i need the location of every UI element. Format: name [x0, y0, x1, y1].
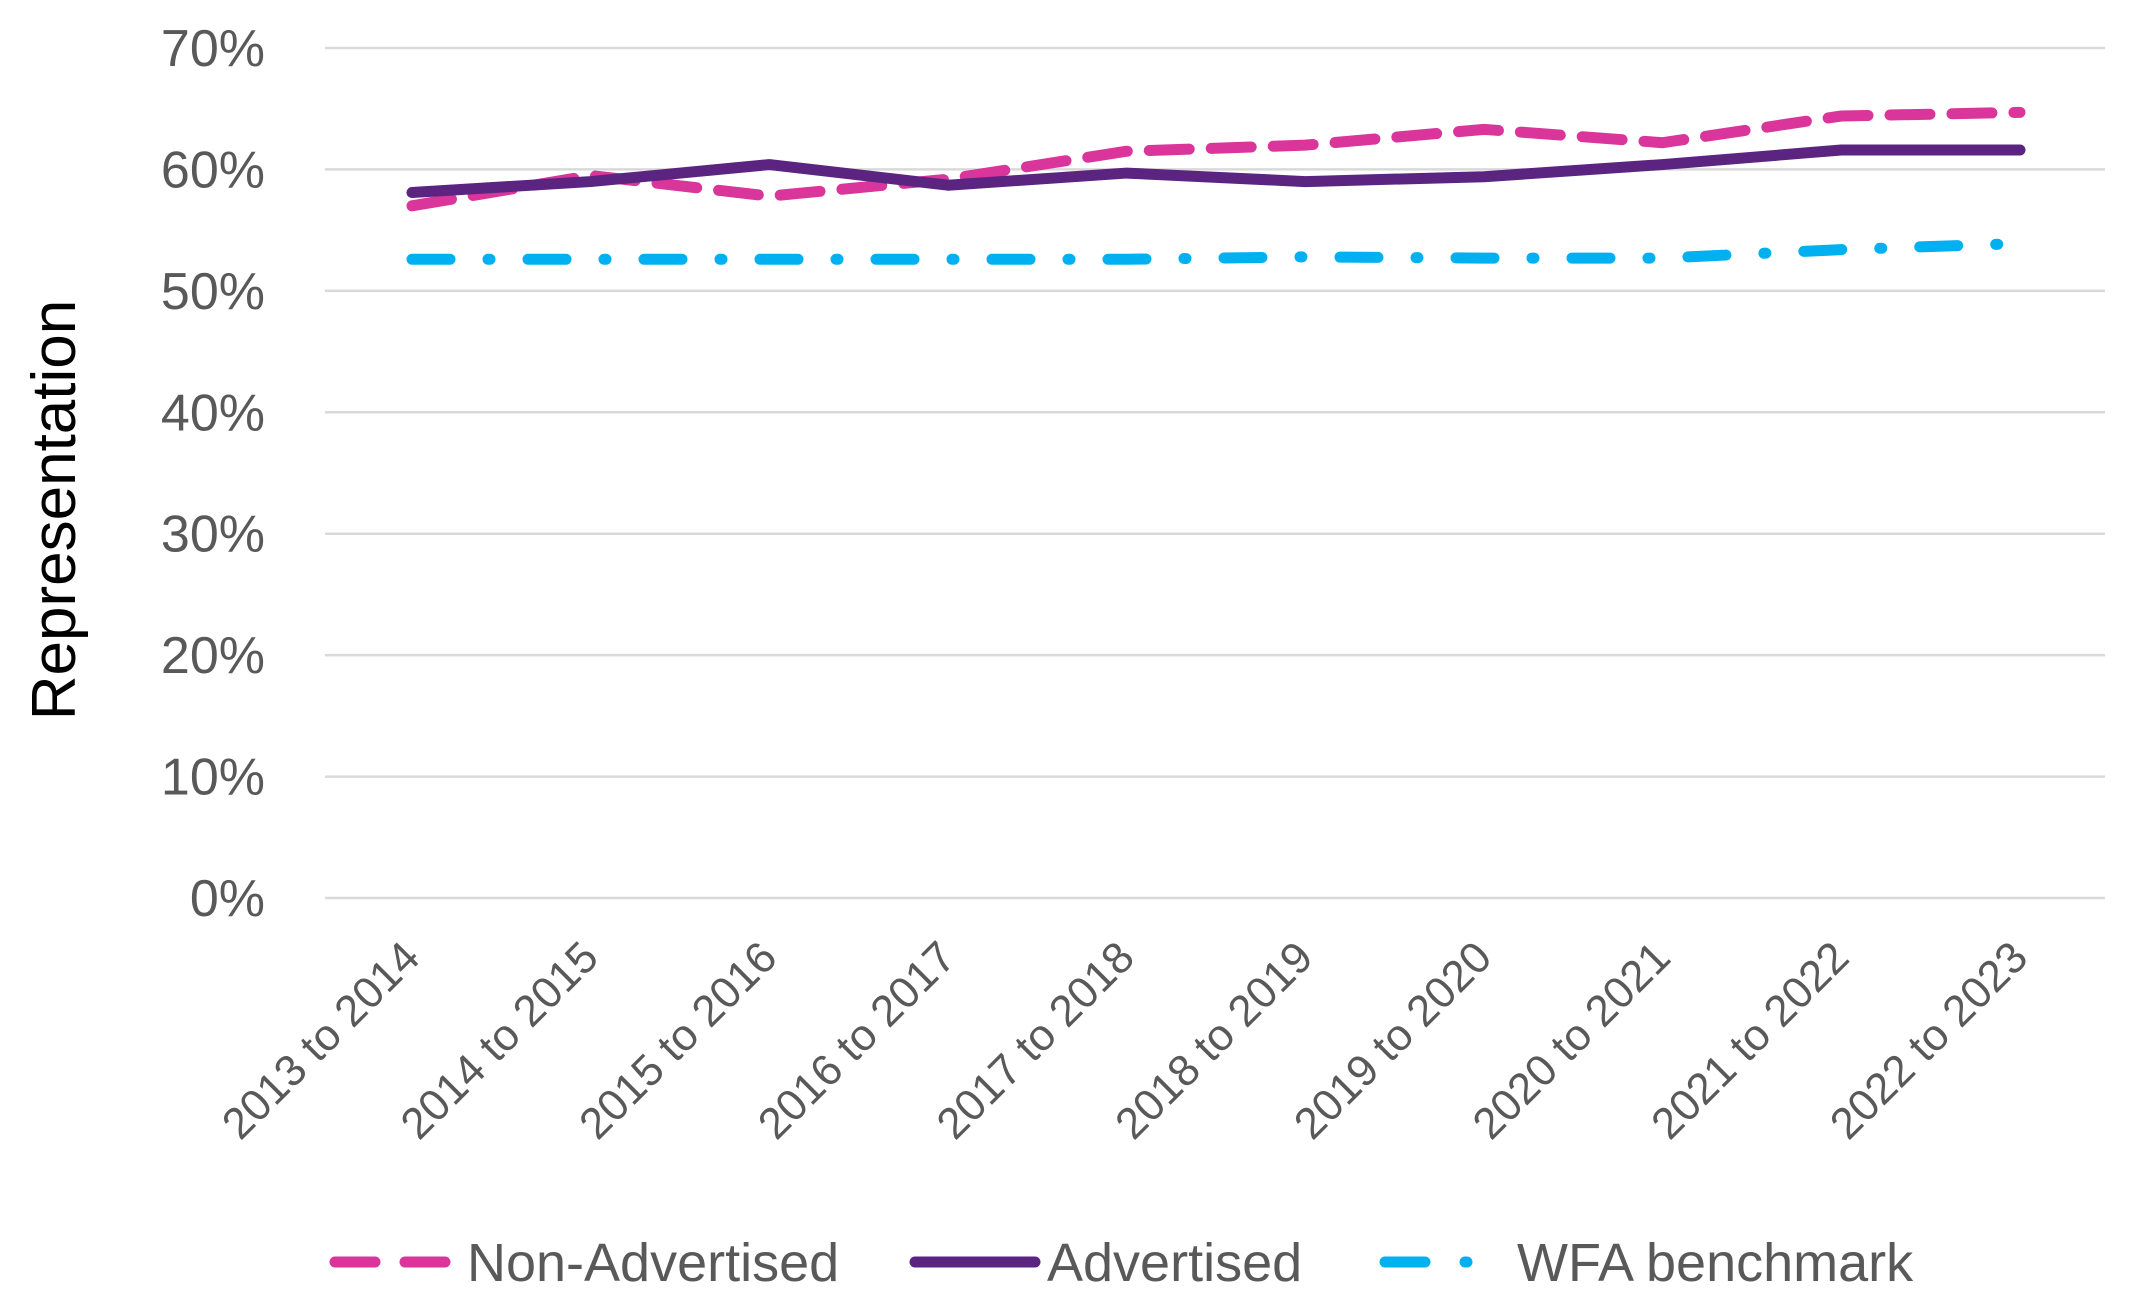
- legend-label-wfa-benchmark: WFA benchmark: [1517, 1233, 1914, 1293]
- y-tick-label: 20%: [161, 627, 265, 685]
- series-line-wfa-benchmark: [406, 238, 2026, 265]
- y-tick-label: 10%: [161, 749, 265, 807]
- y-axis-ticks: 0% 10% 20% 30% 40% 50% 60% 70%: [161, 20, 265, 928]
- legend: Non-Advertised Advertised WFA benchmark: [329, 1233, 1914, 1293]
- y-tick-label: 0%: [190, 870, 265, 928]
- legend-label-non-advertised: Non-Advertised: [467, 1233, 839, 1293]
- legend-label-advertised: Advertised: [1047, 1233, 1302, 1293]
- y-tick-label: 50%: [161, 263, 265, 321]
- series-line-advertised: [406, 144, 2026, 198]
- y-tick-label: 70%: [161, 20, 265, 78]
- series-line-non-advertised: [406, 106, 2026, 212]
- y-tick-label: 60%: [161, 141, 265, 199]
- y-tick-label: 40%: [161, 384, 265, 442]
- y-axis-title: Representation: [20, 300, 89, 721]
- series-lines: [406, 106, 2026, 265]
- gridlines: [325, 46, 2105, 900]
- y-tick-label: 30%: [161, 506, 265, 564]
